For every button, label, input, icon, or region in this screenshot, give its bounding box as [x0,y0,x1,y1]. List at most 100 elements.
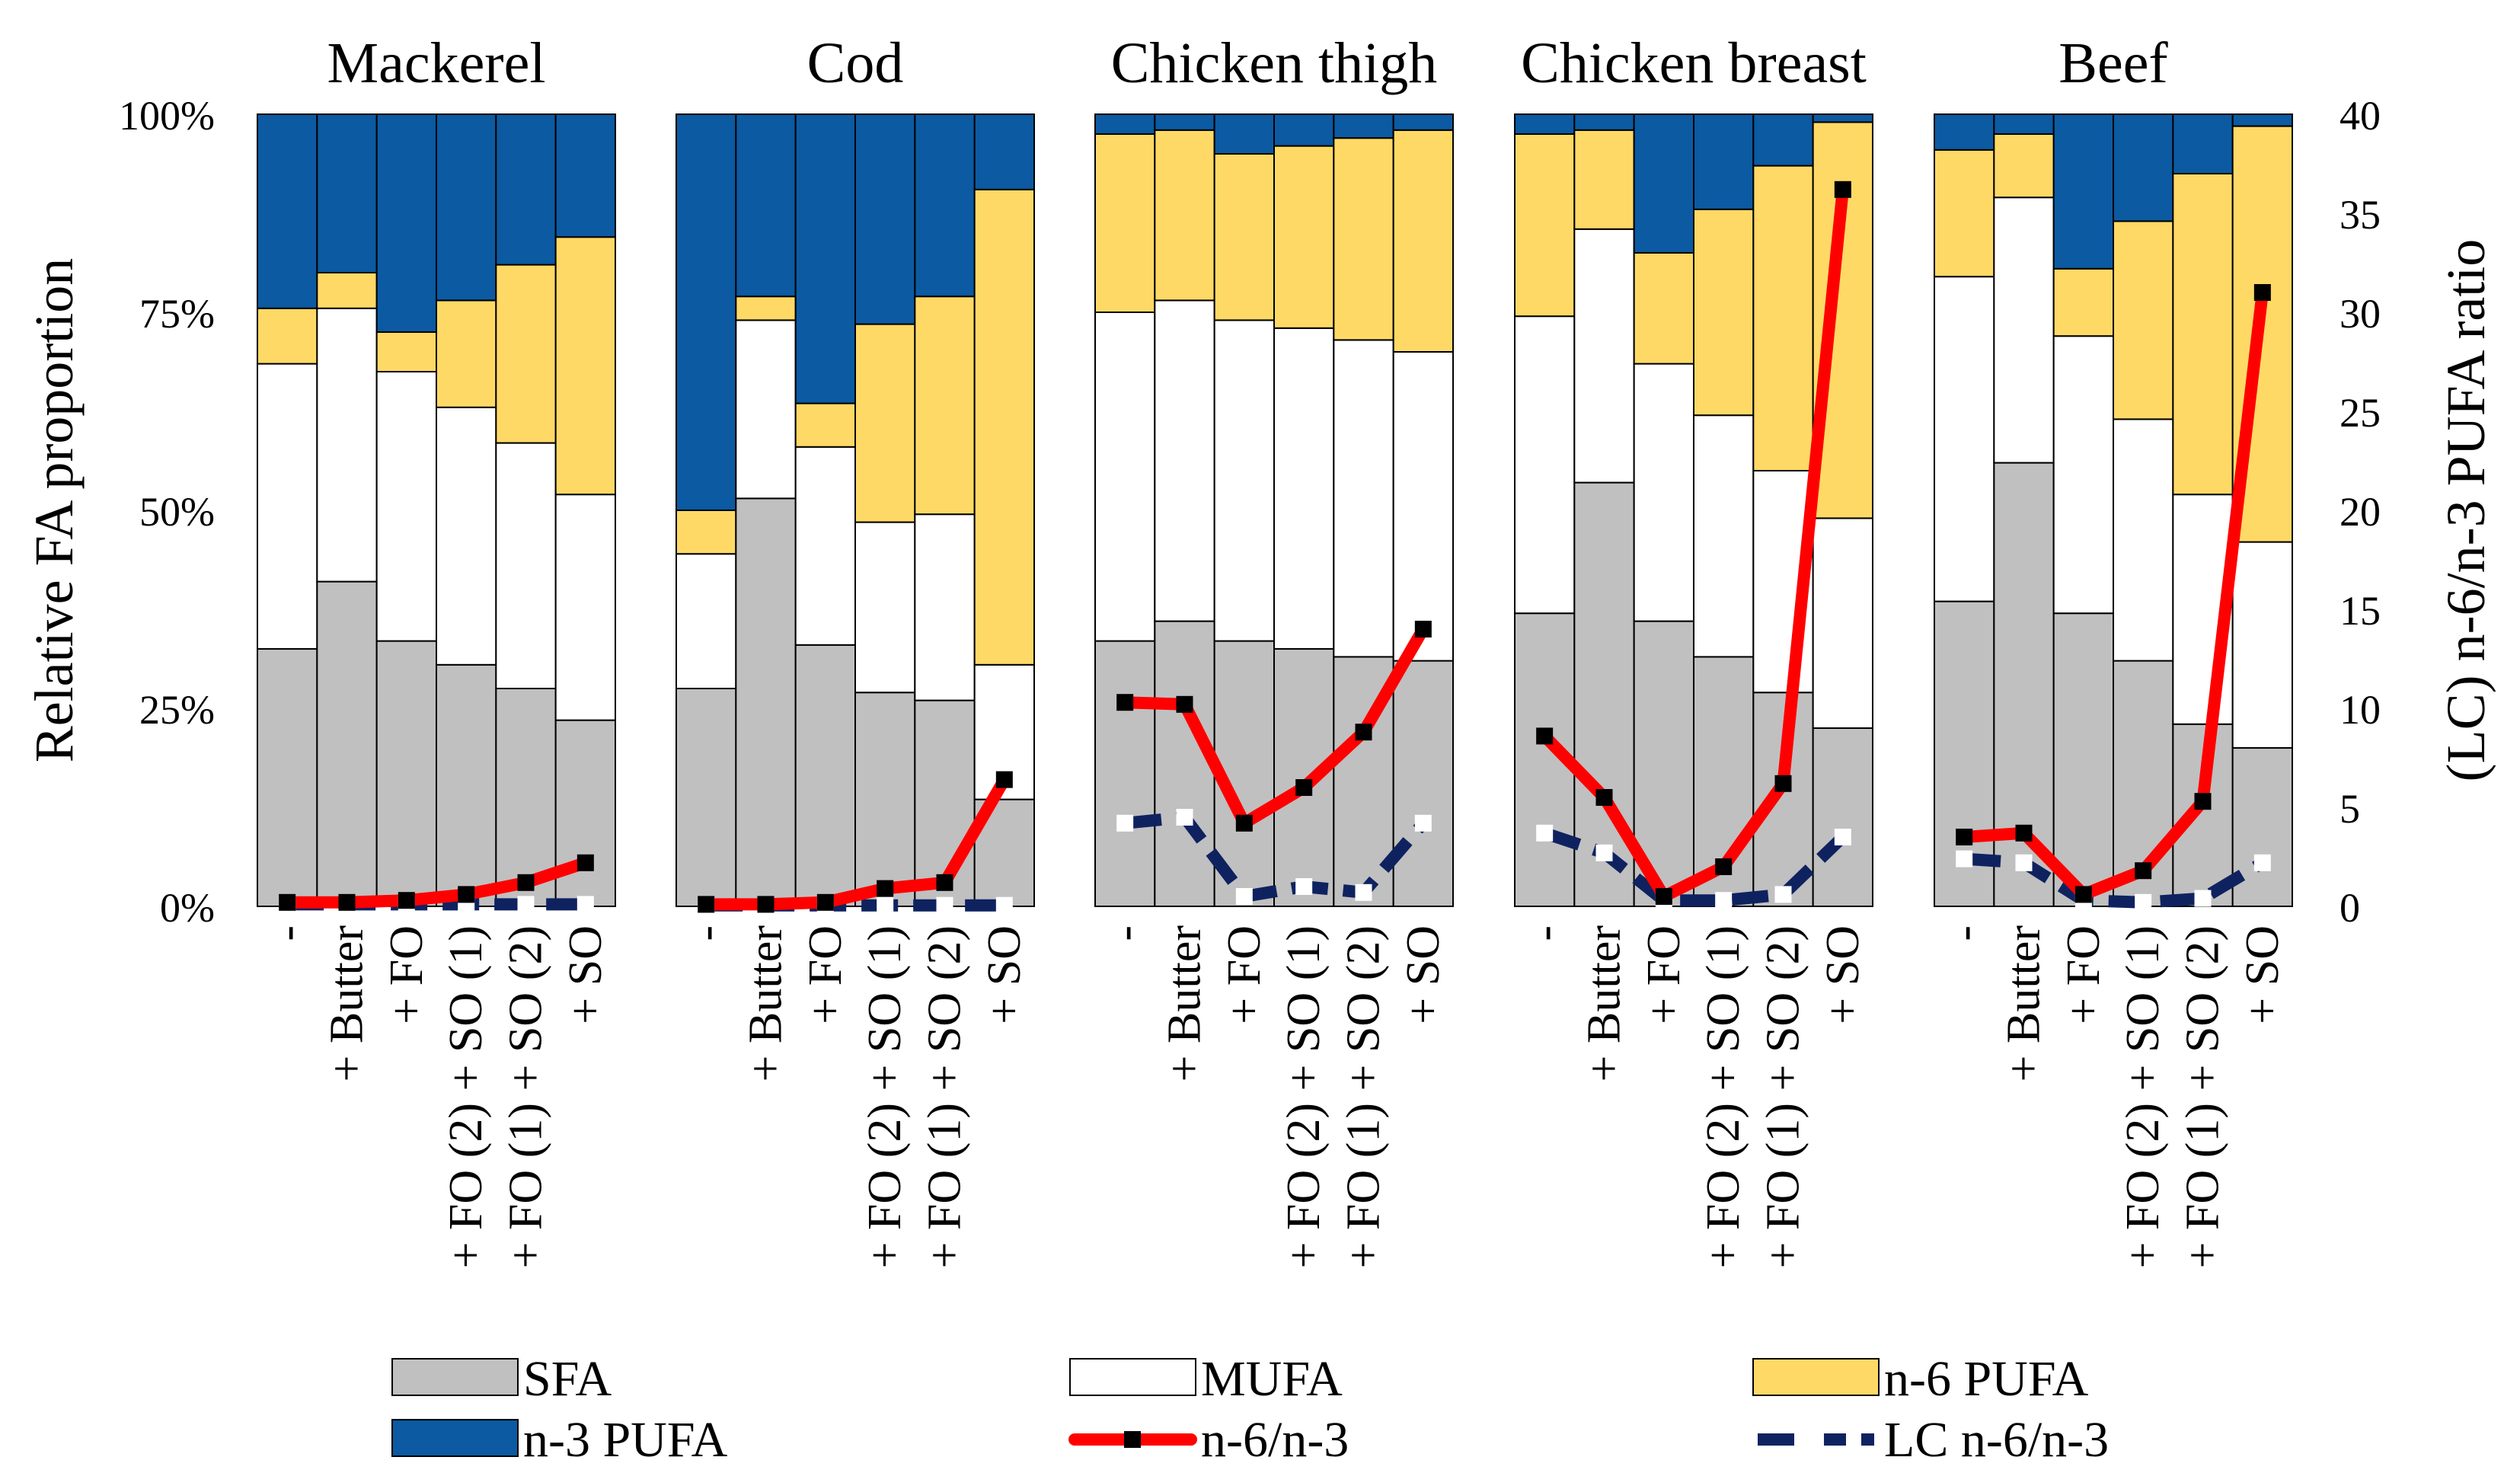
category-label: + FO [2058,925,2110,1024]
bar-segment-sfa [2052,612,2115,907]
category-label: + FO (2) + SO (1) [1698,925,1749,1269]
ratio-line [1958,286,2269,901]
bar-segment-n3-pufa [973,113,1035,190]
y-right-axis-title: (LC) n-6/n-3 PUFA ratio [2435,239,2496,782]
bar-segment-n6-pufa [1154,129,1215,302]
bar-segment-sfa [257,648,318,907]
bar-segment-n3-pufa [1993,113,2055,135]
bar-segment-sfa [1392,660,1454,907]
category-label: + SO [1817,925,1869,1024]
lc-ratio-marker [1595,844,1613,861]
ratio-marker [2253,284,2271,301]
bar-segment-n3-pufa [1693,113,1755,210]
bar-segment-n3-pufa [1094,113,1156,135]
ratio-marker [1595,789,1613,806]
category-label: + FO (1) + SO (2) [919,925,971,1269]
bar-segment-n3-pufa [914,113,976,298]
panel-cod: Cod - + Butter + FO + FO (2) + SO (1) + FO (1… [676,31,1035,1269]
bar-segment-n6-pufa [735,296,797,321]
bar-segment-n3-pufa [1333,113,1394,139]
bar-segment-n6-pufa [1934,149,1995,278]
lc-ratio-marker [1414,814,1432,832]
y-right-tick-label: 0 [2340,885,2360,931]
category-label: - [1519,925,1570,941]
bar-segment-mufa [854,521,916,694]
bar-segment-n3-pufa [495,113,557,266]
y-left-tick-label: 50% [139,489,215,535]
panels-layer: Mackerel- + Butter + FO + FO (2) + SO (1) + … [257,31,2294,1269]
category-label: + Butter [740,925,792,1082]
ratio-marker [1834,181,1851,198]
ratio-marker [1655,888,1672,905]
bar-segment-n3-pufa [257,113,318,309]
ratio-marker [698,896,715,913]
bar-segment-n6-pufa [1392,129,1454,353]
ratio-marker [338,893,356,911]
category-label: + SO [2237,925,2288,1024]
panel-beef: Beef - + Butter + FO + FO (2) + SO (1) + FO (… [1934,31,2294,1269]
category-label: + FO (2) + SO (1) [859,925,911,1269]
lc-ratio-line [1963,852,2266,909]
legend-lc-ratio: LC n-6/n-3 [1758,1412,2109,1468]
bar-segment-n6-pufa [1094,133,1156,313]
lc-ratio-marker [2135,893,2152,911]
ratio-marker [1235,814,1253,832]
bar-segment-sfa [794,644,856,907]
bar-segment-sfa [316,580,378,907]
bar-segment-n3-pufa [794,113,856,404]
bar-segment-n6-pufa [2113,220,2174,420]
lc-ratio-marker [1774,886,1792,903]
bar-segment-mufa [1693,414,1755,658]
bar-segment-sfa [1273,648,1335,907]
bar-segment-n3-pufa [2052,113,2115,270]
y-left-tick-label: 25% [139,687,215,733]
bar-segment-mufa [1934,276,1995,602]
bar-segment-n3-pufa [2172,113,2234,174]
bar-segment-mufa [2052,335,2115,615]
bar-segment-mufa [495,442,557,689]
bar-segment-n3-pufa [854,113,916,325]
lc-ratio-marker [1116,814,1134,832]
bar-segment-n6-pufa [1993,133,2055,199]
bar-segment-n3-pufa [2113,113,2174,222]
bar-segment-n6-pufa [257,307,318,365]
bar-segment-n3-pufa [1633,113,1695,254]
lc-ratio-marker [1355,883,1372,901]
legend-label: SFA [523,1351,612,1407]
lc-ratio-marker [995,896,1013,914]
lc-ratio-line [1124,811,1428,903]
legend-swatch [1752,1358,1880,1396]
ratio-marker [1176,695,1193,713]
bar-segment-sfa [2231,747,2294,907]
ratio-marker [1536,727,1554,745]
bar-segment-n3-pufa [436,113,497,302]
ratio-marker [2074,886,2092,903]
y-left-axis-title: Relative FA proportion [24,258,85,763]
legend-swatch [1069,1358,1196,1396]
y-right-tick-label: 10 [2340,687,2381,733]
lc-ratio-marker [1295,878,1313,895]
ratio-marker [398,892,415,909]
bar-segment-n6-pufa [2052,267,2115,337]
panel-title: Beef [2058,31,2168,95]
lc-ratio-marker [1956,850,1973,868]
legend-n6-pufa: n-6 PUFA [1752,1351,2089,1407]
category-label: + FO [381,925,433,1024]
ratio-marker [1956,829,1973,845]
bar-segment-n6-pufa [1752,165,1814,471]
panel-title: Chicken thigh [1111,31,1438,95]
category-label: + SO [979,925,1030,1024]
bar-segment-mufa [735,319,797,500]
category-label: + FO [1218,925,1270,1024]
bar-segment-n3-pufa [1812,113,1874,123]
category-label: + FO (1) + SO (2) [1338,925,1390,1269]
bar-segment-mufa [676,553,737,690]
bar-segment-n6-pufa [2172,173,2234,496]
bar-segment-mufa [1154,299,1215,622]
bar-segment-sfa [854,692,916,907]
lc-ratio-marker [2194,890,2212,907]
y-left-tick-label: 0% [160,885,215,931]
category-label: + FO [800,925,851,1024]
bar-segment-mufa [1993,197,2055,464]
bar-segment-n3-pufa [375,113,437,333]
